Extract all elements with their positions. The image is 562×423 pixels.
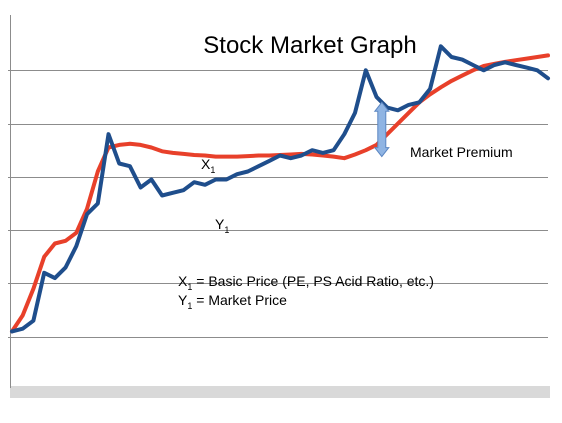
x1-label-subscript: 1	[210, 165, 215, 175]
legend-2-var: Y	[178, 292, 188, 308]
x1-series-label: X1	[201, 156, 215, 175]
y1-label-subscript: 1	[224, 225, 229, 235]
market-premium-label: Market Premium	[410, 144, 513, 160]
premium-arrow	[373, 101, 390, 158]
series-line-x1	[10, 53, 550, 334]
legend-1-text: = Basic Price (PE, PS Acid Ratio, etc.)	[192, 273, 434, 289]
premium-double-arrow	[373, 101, 390, 158]
x1-label-var: X	[201, 156, 211, 172]
legend-line-2: Y1 = Market Price	[178, 292, 287, 311]
legend-2-text: = Market Price	[192, 292, 287, 308]
legend-line-1: X1 = Basic Price (PE, PS Acid Ratio, etc…	[178, 273, 434, 292]
chart-title: Stock Market Graph	[203, 32, 416, 59]
y1-label-var: Y	[215, 216, 225, 232]
chart-floor	[10, 386, 550, 398]
legend-2-subscript: 1	[187, 301, 192, 311]
legend-1-var: X	[178, 273, 188, 289]
series-line-y1	[10, 44, 550, 334]
legend-1-subscript: 1	[187, 282, 192, 292]
series-lines	[10, 44, 550, 334]
y1-series-label: Y1	[215, 216, 229, 235]
